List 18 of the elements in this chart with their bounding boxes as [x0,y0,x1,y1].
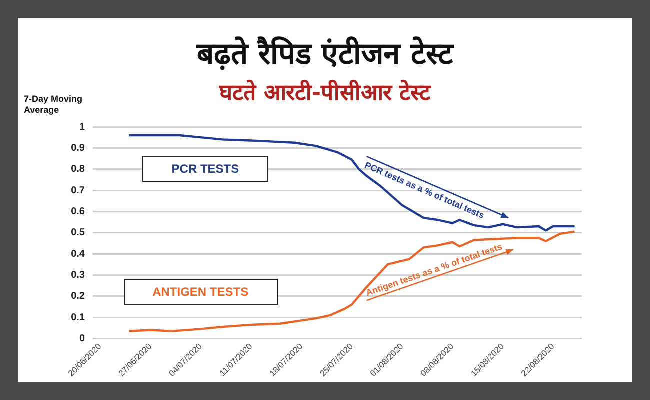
y-tick-label: 0.2 [71,291,86,302]
y-tick-label: 0.1 [71,312,86,324]
annotation: Antigen tests as a % of total tests [364,242,504,298]
y-tick-label: 0.6 [71,206,86,218]
annotation: PCR tests as a % of total tests [364,160,486,221]
text-box: ANTIGEN TESTS [124,279,278,306]
y-tick-label: 0 [79,333,86,344]
chart-title: बढ़ते रैपिड एंटीजन टेस्ट [196,36,455,73]
y-tick-label: 0.8 [71,164,86,176]
y-tick-label: 1 [79,122,86,133]
chart-subtitle: घटते आरटी-पीसीआर टेस्ट [219,81,431,106]
y-axis-title: 7-Day Moving Average [24,94,84,116]
y-tick-label: 0.5 [71,228,86,239]
y-tick-label: 0.7 [71,185,86,196]
y-tick-label: 0.9 [71,142,86,154]
text-box: PCR TESTS [142,156,268,182]
y-tick-label: 0.4 [71,248,86,260]
y-tick-label: 0.3 [71,270,86,281]
